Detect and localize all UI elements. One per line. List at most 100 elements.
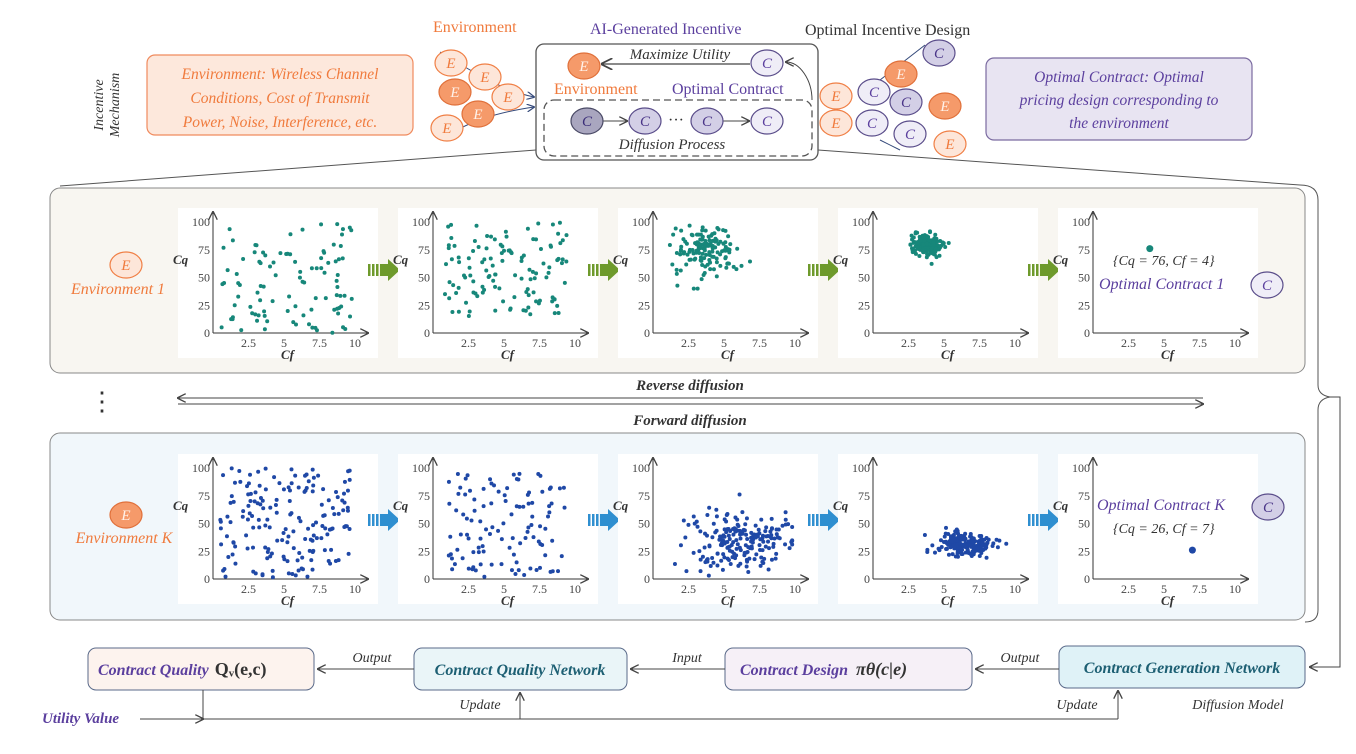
data-point (909, 246, 914, 251)
data-point (564, 259, 569, 264)
data-point (250, 514, 255, 519)
data-point (254, 243, 259, 248)
data-point (268, 264, 273, 269)
x-tick-label: 2.5 (461, 336, 476, 350)
data-point (303, 488, 308, 493)
data-point (547, 265, 552, 270)
data-point (528, 312, 533, 317)
data-point (314, 266, 319, 271)
node-circle (819, 109, 853, 137)
data-point (452, 562, 457, 567)
data-point (298, 519, 303, 524)
data-point (305, 574, 310, 579)
data-point (753, 523, 758, 528)
data-point (447, 501, 452, 506)
data-point (550, 299, 555, 304)
data-point (702, 545, 707, 550)
data-point (922, 239, 927, 244)
data-point (763, 544, 768, 549)
data-point (263, 545, 268, 550)
node-circle (889, 88, 923, 116)
data-point (727, 548, 732, 553)
data-point (707, 505, 712, 510)
data-point (560, 257, 565, 262)
data-point (536, 539, 541, 544)
environment-node: E (438, 78, 472, 106)
data-point (760, 533, 765, 538)
data-point (482, 287, 487, 292)
data-point (338, 293, 343, 298)
data-point (711, 254, 716, 259)
data-point (248, 498, 253, 503)
data-point (710, 535, 715, 540)
y-tick-label: 50 (638, 271, 650, 285)
data-point (309, 558, 314, 563)
data-point (713, 245, 718, 250)
data-point (703, 228, 708, 233)
contract-box-line: Optimal Contract: Optimal (1034, 69, 1204, 86)
data-point (702, 270, 707, 275)
contract-generation-network-box[interactable] (1058, 645, 1306, 689)
data-point (557, 486, 562, 491)
data-point (519, 276, 524, 281)
node-circle (750, 49, 784, 77)
data-point (293, 573, 298, 578)
data-point (705, 513, 710, 518)
x-tick-label: 5 (721, 582, 727, 596)
data-point (556, 231, 561, 236)
data-point (708, 267, 713, 272)
contract-box-line: the environment (1069, 115, 1169, 132)
node-circle (857, 78, 891, 106)
data-point (253, 490, 258, 495)
data-point (334, 489, 339, 494)
data-point (538, 565, 543, 570)
y-tick-label: 100 (632, 461, 650, 475)
data-point (319, 222, 324, 227)
data-point (523, 536, 528, 541)
stage-arrow (588, 259, 620, 281)
data-point (723, 240, 728, 245)
data-point (710, 249, 715, 254)
data-point (972, 545, 977, 550)
data-point (700, 234, 705, 239)
data-point (530, 269, 535, 274)
data-point (348, 314, 353, 319)
data-point (691, 514, 696, 519)
data-point (938, 538, 943, 543)
arrow-head (1040, 509, 1060, 531)
data-point (288, 232, 293, 237)
data-point (687, 223, 692, 228)
data-point (544, 275, 549, 280)
data-point (326, 260, 331, 265)
data-point (468, 273, 473, 278)
data-point (758, 537, 763, 542)
data-point (291, 546, 296, 551)
x-tick-label: 7.5 (532, 582, 547, 596)
x-axis-label: Cf (721, 593, 736, 608)
data-point (747, 556, 752, 561)
data-point (311, 548, 316, 553)
data-point (718, 542, 723, 547)
environment-node: E (468, 63, 502, 91)
data-point (514, 560, 519, 565)
data-point (765, 534, 770, 539)
data-point (499, 251, 504, 256)
data-point (734, 546, 739, 551)
y-tick-label: 25 (1078, 298, 1090, 312)
x-tick-label: 2.5 (681, 336, 696, 350)
data-point (757, 543, 762, 548)
data-point (908, 242, 913, 247)
data-point (780, 523, 785, 528)
vertical-ellipsis: ⋮ (89, 387, 115, 416)
data-point (301, 313, 306, 318)
environment-1-label: Environment 1 (70, 281, 165, 298)
node-circle (933, 130, 967, 158)
scatter-plot: 0 25 50 75 100 2.5 5 7.5 10 Cq Cf (173, 454, 378, 608)
y-tick-label: 25 (418, 544, 430, 558)
data-point (289, 467, 294, 472)
data-point (335, 222, 340, 227)
data-point (306, 479, 311, 484)
side-label-line2: Mechanism (108, 73, 123, 139)
environment-node: E (434, 49, 468, 77)
